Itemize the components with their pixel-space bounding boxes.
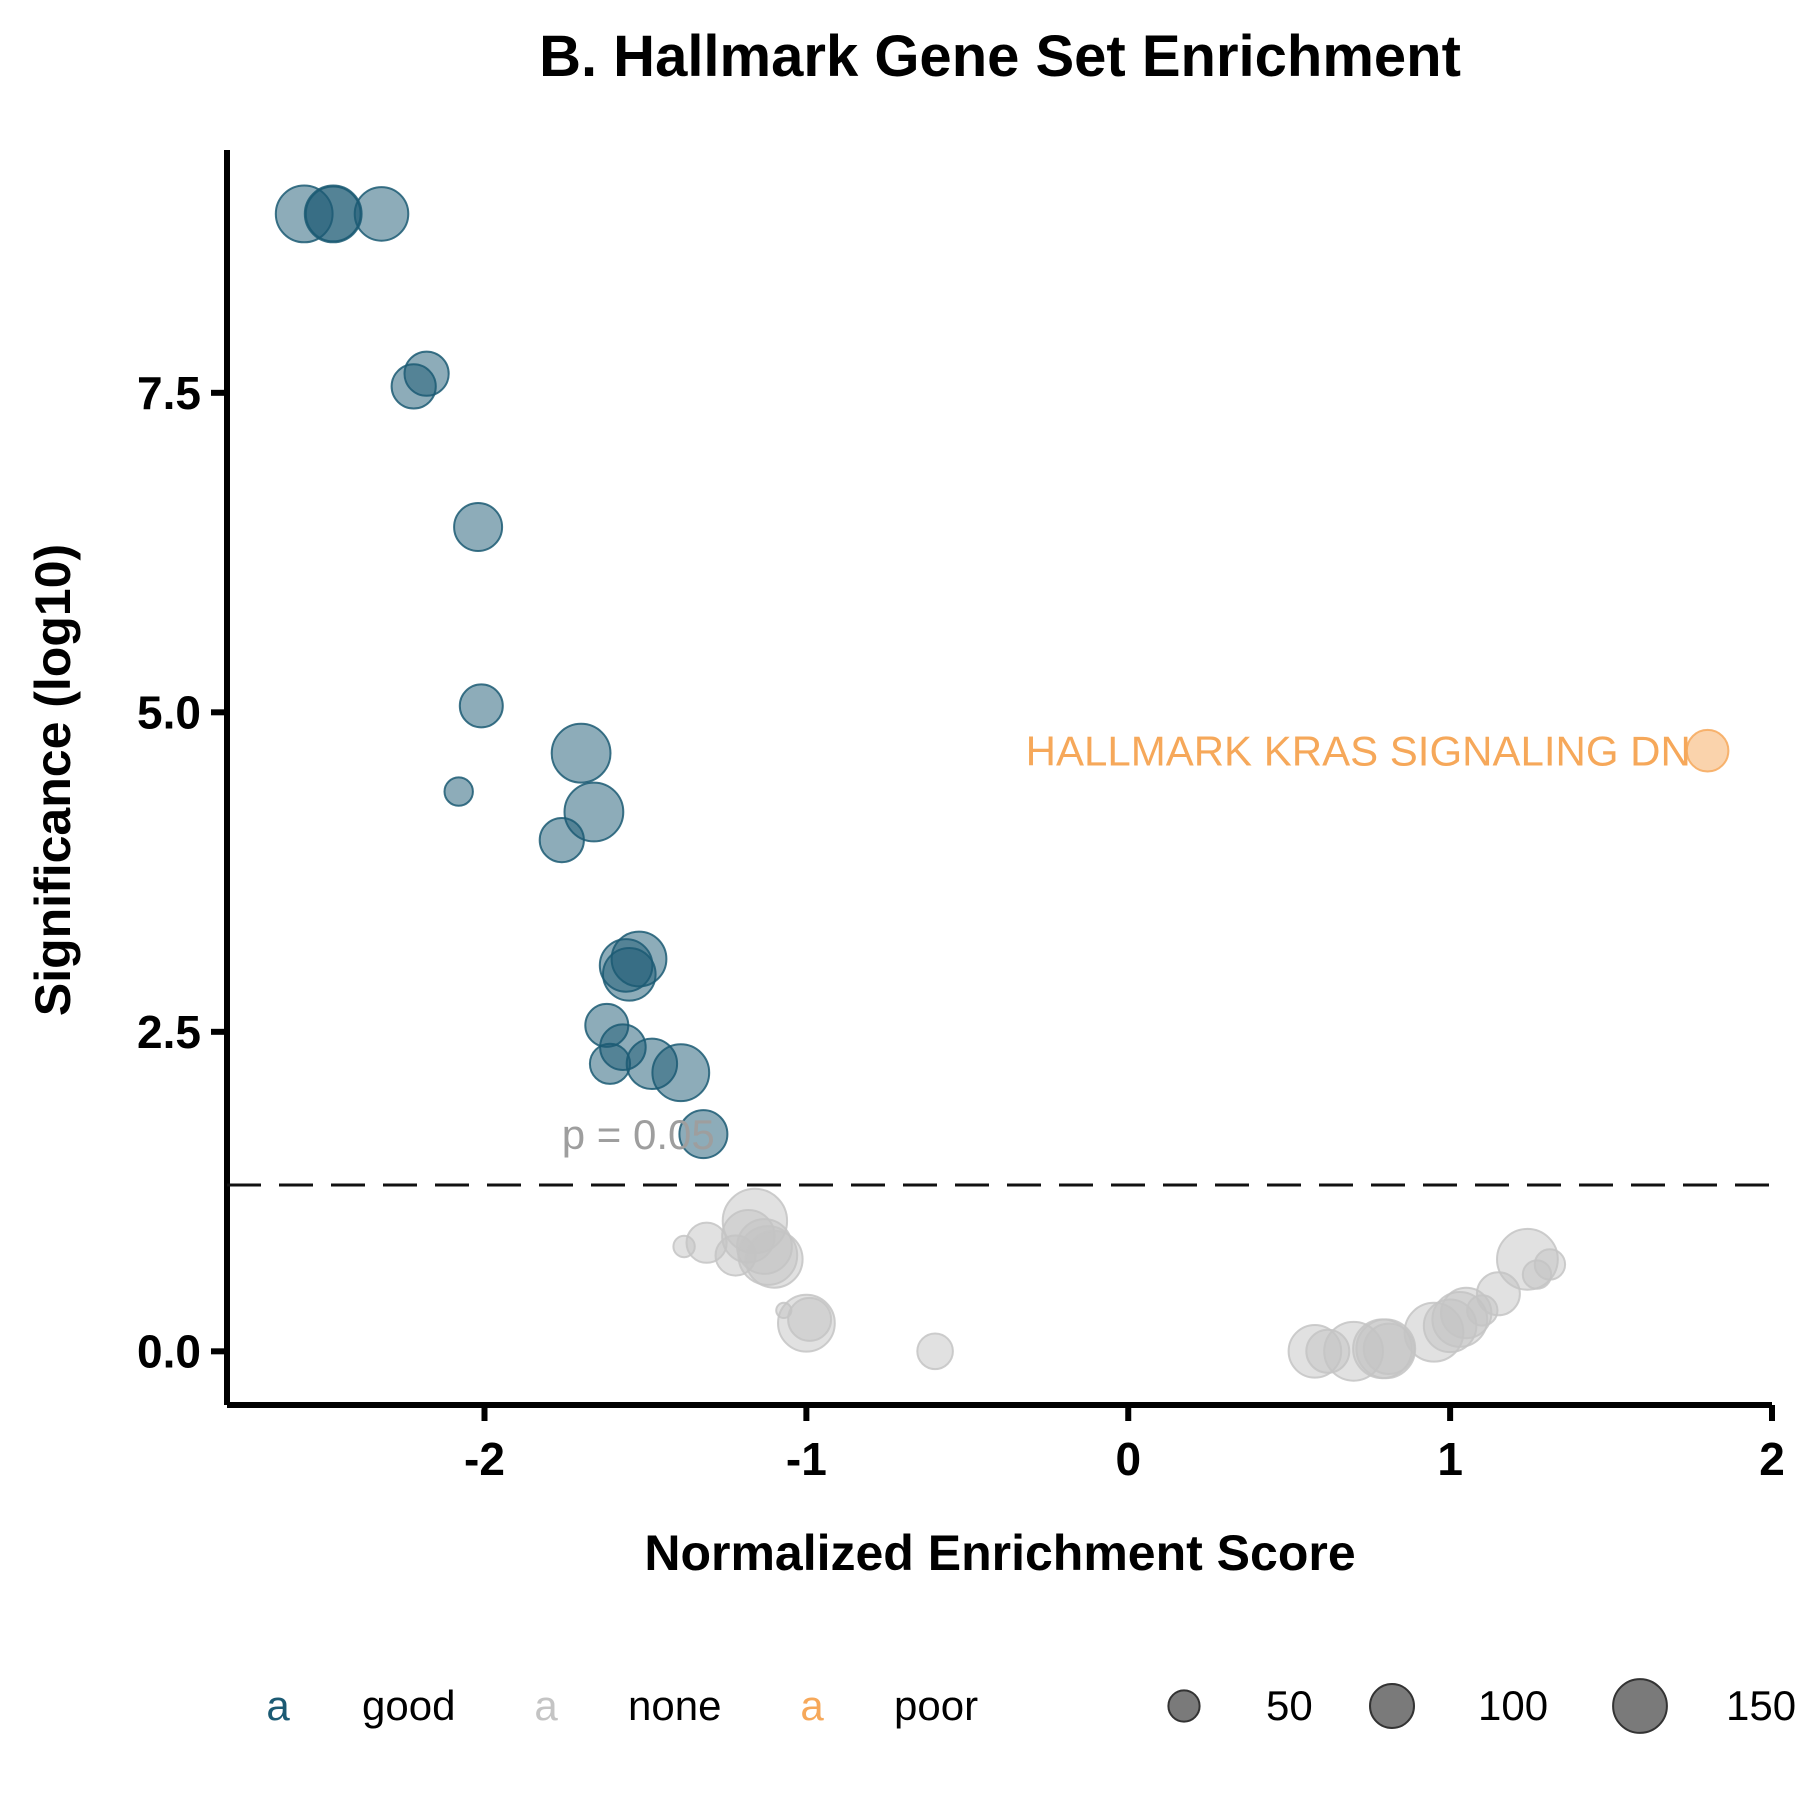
data-point-good [390, 363, 437, 410]
data-point-good [443, 776, 474, 807]
legend-label-none: none [628, 1682, 721, 1729]
legend-key-good: a [266, 1682, 290, 1729]
data-point-good [453, 502, 504, 552]
x-tick-label: 0 [1115, 1433, 1141, 1485]
legend-key-none: a [534, 1682, 558, 1729]
x-tick-label: -1 [786, 1433, 827, 1485]
data-point-none [744, 1229, 804, 1289]
x-tick-label: 1 [1437, 1433, 1463, 1485]
data-point-good [353, 186, 410, 242]
y-tick-label: 5.0 [137, 686, 201, 738]
data-point-good [610, 930, 668, 988]
data-point-none [916, 1332, 954, 1371]
size-legend-label: 100 [1478, 1682, 1548, 1729]
data-point-poor [1685, 728, 1730, 773]
y-tick-label: 7.5 [137, 367, 201, 419]
data-point-none [787, 1296, 833, 1342]
legend-label-poor: poor [894, 1682, 978, 1729]
data-point-none [1533, 1248, 1567, 1281]
data-point-good [538, 817, 585, 864]
data-point-good [678, 1109, 729, 1160]
ticks-layer: -2 -1 0 1 2 0.0 2.5 5.0 7.5 [137, 367, 1785, 1485]
chart-title: B. Hallmark Gene Set Enrichment [539, 24, 1461, 89]
size-legend-label: 150 [1726, 1682, 1796, 1729]
size-legend-circle [1369, 1683, 1415, 1729]
y-axis-title: Significance (log10) [25, 544, 81, 1016]
data-point-good [588, 1042, 632, 1085]
points-layer [274, 184, 1730, 1382]
data-point-good [550, 722, 612, 784]
size-legend-label: 50 [1266, 1682, 1313, 1729]
annotation-label: HALLMARK KRAS SIGNALING DN [1026, 728, 1691, 775]
x-axis-title: Normalized Enrichment Score [644, 1525, 1355, 1581]
data-point-good [304, 185, 362, 243]
legend-label-good: good [362, 1682, 455, 1729]
size-legend-circle [1612, 1678, 1668, 1734]
x-tick-label: -2 [464, 1433, 505, 1485]
y-tick-label: 0.0 [137, 1325, 201, 1377]
x-tick-label: 2 [1759, 1433, 1785, 1485]
data-point-good [651, 1043, 711, 1103]
y-tick-label: 2.5 [137, 1006, 201, 1058]
threshold-label: p = 0.05 [562, 1111, 715, 1158]
size-legend-circle [1167, 1689, 1201, 1723]
legend-key-poor: a [800, 1682, 824, 1729]
legend: a good a none a poor 50 100 150 [266, 1678, 1796, 1734]
data-point-good [458, 683, 504, 729]
